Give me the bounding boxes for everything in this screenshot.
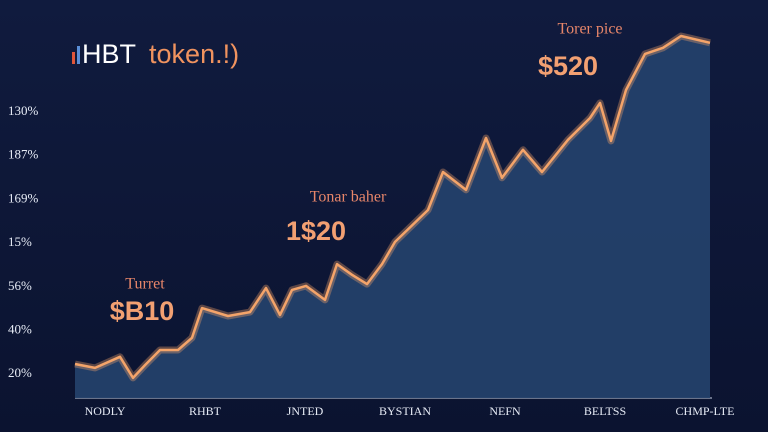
annotation-label: Tonar baher	[310, 189, 387, 206]
x-axis-label: NEFN	[489, 404, 521, 418]
y-axis-label: 40%	[8, 321, 32, 336]
title-brand: HBT	[82, 39, 136, 69]
x-axis-label: CHMP-LTE	[676, 404, 735, 418]
annotation-label: Torer pice	[557, 21, 622, 38]
annotation-value: 1$20	[286, 216, 346, 246]
y-axis-label: 56%	[8, 278, 32, 293]
annotation-value: $520	[538, 51, 598, 81]
x-axis-label: NODLY	[85, 404, 126, 418]
logo-icon	[72, 46, 80, 64]
area	[75, 36, 710, 398]
y-axis-label: 187%	[8, 147, 39, 162]
y-axis-label: 20%	[8, 365, 32, 380]
x-axis-label: BELTSS	[584, 404, 626, 418]
annotation-value: $B10	[110, 296, 175, 326]
x-axis-label: JNTED	[287, 404, 324, 418]
x-axis-label: BYSTIAN	[379, 404, 431, 418]
y-axis-label: 169%	[8, 190, 39, 205]
line	[74, 34, 711, 380]
annotation-label: Turret	[125, 276, 165, 293]
y-axis-label: 130%	[8, 103, 39, 118]
x-axis-label: RHBT	[189, 404, 222, 418]
chart-title: HBT token.!)	[82, 39, 239, 69]
title-text: token.!)	[149, 39, 239, 69]
y-axis-label: 15%	[8, 234, 32, 249]
